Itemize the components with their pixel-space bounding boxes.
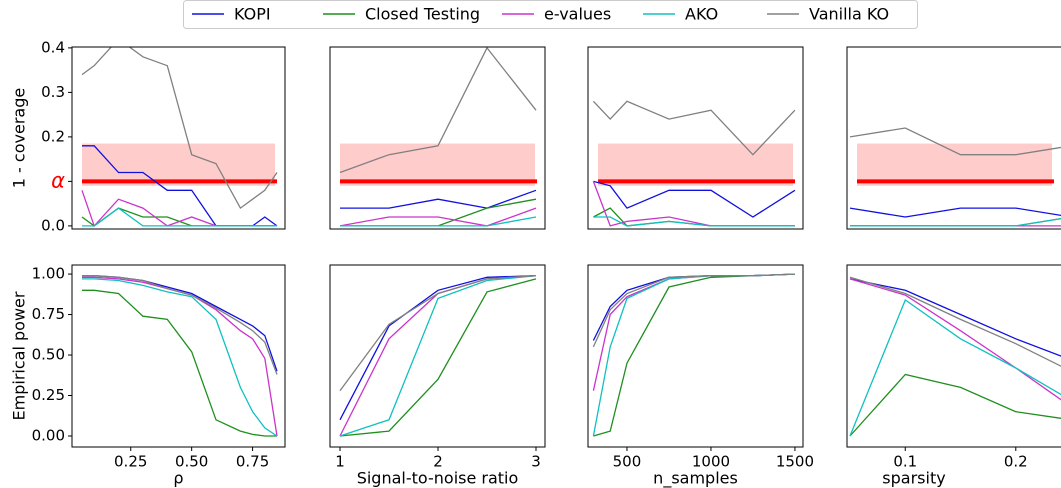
series-line — [850, 217, 1061, 227]
series-line — [82, 145, 278, 227]
legend-label: Vanilla KO — [809, 5, 889, 24]
x-tick-label: 3 — [531, 453, 541, 471]
y-tick-label: 0.00 — [32, 426, 65, 444]
alpha-band — [857, 143, 1052, 186]
series-line — [82, 275, 278, 375]
y-axis-label: 1 - coverage — [10, 88, 29, 188]
series-line — [82, 207, 277, 227]
series-line — [593, 180, 796, 218]
series-line — [849, 373, 1061, 437]
x-tick-label: 0.75 — [236, 453, 269, 471]
series-line — [593, 273, 795, 437]
axes-frame — [846, 264, 1061, 448]
y-tick-label: 1.00 — [32, 265, 65, 283]
series-line — [849, 278, 1061, 357]
legend-label: Closed Testing — [365, 5, 480, 24]
series-line — [849, 276, 1061, 367]
axes-frame — [846, 46, 1061, 230]
plot-area — [81, 47, 278, 228]
series-line — [82, 275, 278, 372]
series-line — [592, 273, 795, 391]
x-axis-label: Signal-to-noise ratio — [357, 469, 519, 488]
series-line — [339, 275, 537, 392]
series-line — [81, 47, 278, 210]
y-tick-label: 0.50 — [32, 346, 65, 364]
y-tick-label: 0.0 — [41, 216, 65, 234]
series-line — [82, 278, 278, 437]
plot-area — [339, 275, 537, 437]
legend-box — [183, 0, 918, 29]
y-tick-label: 0.25 — [32, 386, 65, 404]
series-line — [81, 190, 277, 228]
x-tick-label: 1 — [335, 453, 345, 471]
y-tick-label: 0.4 — [41, 38, 65, 56]
series-line — [81, 207, 277, 227]
x-axis-label: n_samples — [653, 469, 738, 488]
plot-area — [849, 276, 1061, 437]
plot-area — [592, 100, 796, 227]
series-line — [850, 217, 1061, 227]
x-tick-label: 0.1 — [893, 453, 917, 471]
legend-label: e-values — [544, 5, 611, 24]
x-tick-label: 500 — [613, 453, 642, 471]
x-axis-label: ρ — [173, 469, 183, 488]
series-line — [340, 189, 537, 209]
axes-frame — [71, 264, 286, 448]
series-line — [592, 273, 795, 437]
legend-label: AKO — [685, 5, 718, 24]
series-line — [339, 207, 537, 227]
series-line — [82, 289, 277, 437]
alpha-band — [598, 143, 793, 186]
series-line — [849, 278, 1061, 401]
plot-area — [849, 127, 1061, 227]
plot-area — [592, 273, 795, 437]
legend-label: KOPI — [234, 5, 271, 24]
axes-frame — [71, 46, 286, 230]
y-axis-label: Empirical power — [10, 291, 29, 420]
series-line — [593, 216, 795, 227]
series-line — [849, 207, 1061, 218]
series-line — [593, 207, 795, 227]
alpha-band — [340, 143, 535, 186]
series-line — [339, 275, 537, 437]
axes-frame — [329, 264, 546, 448]
alpha-band — [82, 143, 275, 186]
series-line — [339, 47, 537, 174]
axes-frame — [329, 46, 546, 230]
axes-frame — [587, 264, 804, 448]
x-axis-label: sparsity — [882, 469, 945, 488]
plot-area — [339, 47, 537, 227]
y-tick-label: α — [51, 168, 65, 192]
x-tick-label: 1500 — [776, 453, 814, 471]
y-tick-label: 0.2 — [41, 127, 65, 145]
x-tick-label: 2 — [433, 453, 443, 471]
series-line — [592, 100, 796, 156]
series-line — [340, 216, 537, 227]
x-tick-label: 1000 — [692, 453, 730, 471]
series-line — [82, 276, 278, 437]
series-line — [849, 127, 1061, 156]
x-tick-label: 0.2 — [1004, 453, 1028, 471]
y-tick-label: 0.75 — [32, 305, 65, 323]
y-tick-label: 0.3 — [41, 83, 65, 101]
plot-area — [82, 275, 278, 437]
series-line — [849, 298, 1061, 437]
axes-frame — [587, 46, 804, 230]
x-tick-label: 0.50 — [175, 453, 208, 471]
series-line — [339, 278, 537, 437]
series-line — [592, 273, 795, 348]
series-line — [339, 275, 537, 421]
x-tick-label: 0.25 — [114, 453, 147, 471]
